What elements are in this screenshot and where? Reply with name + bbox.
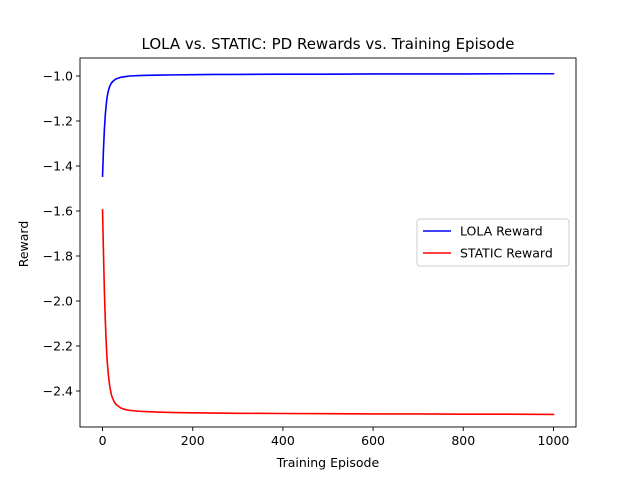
x-tick-label: 200	[181, 433, 205, 448]
x-tick-label: 1000	[538, 433, 570, 448]
y-tick-label: −1.8	[43, 249, 73, 264]
y-tick-label: −1.0	[43, 69, 73, 84]
plot-area	[101, 72, 555, 416]
legend-label-1: LOLA Reward	[460, 224, 543, 239]
y-tick-label: −2.0	[43, 294, 73, 309]
y-tick-label: −2.2	[43, 339, 73, 354]
y-tick-label: −1.6	[43, 204, 73, 219]
chart-title: LOLA vs. STATIC: PD Rewards vs. Training…	[142, 35, 515, 53]
axes: 0 200 400 600 800 1000 −1.0 −1.2 −1.4 −1.6 −1.8 −2.…	[43, 57, 577, 448]
x-tick-label: 800	[451, 433, 475, 448]
legend: LOLA Reward STATIC Reward	[416, 218, 570, 267]
plot-frame	[79, 57, 577, 428]
x-tick-label: 0	[99, 433, 107, 448]
x-tick-label: 400	[271, 433, 295, 448]
x-tick-label: 600	[361, 433, 385, 448]
y-tick-label: −1.2	[43, 114, 73, 129]
y-axis-label: Reward	[16, 221, 31, 268]
series-line-2	[101, 209, 555, 416]
legend-box	[416, 218, 570, 267]
legend-label-2: STATIC Reward	[460, 246, 553, 261]
y-tick-label: −1.4	[43, 159, 73, 174]
series-line-1	[101, 72, 555, 177]
x-axis-label: Training Episode	[276, 455, 380, 470]
y-tick-label: −2.4	[43, 384, 73, 399]
